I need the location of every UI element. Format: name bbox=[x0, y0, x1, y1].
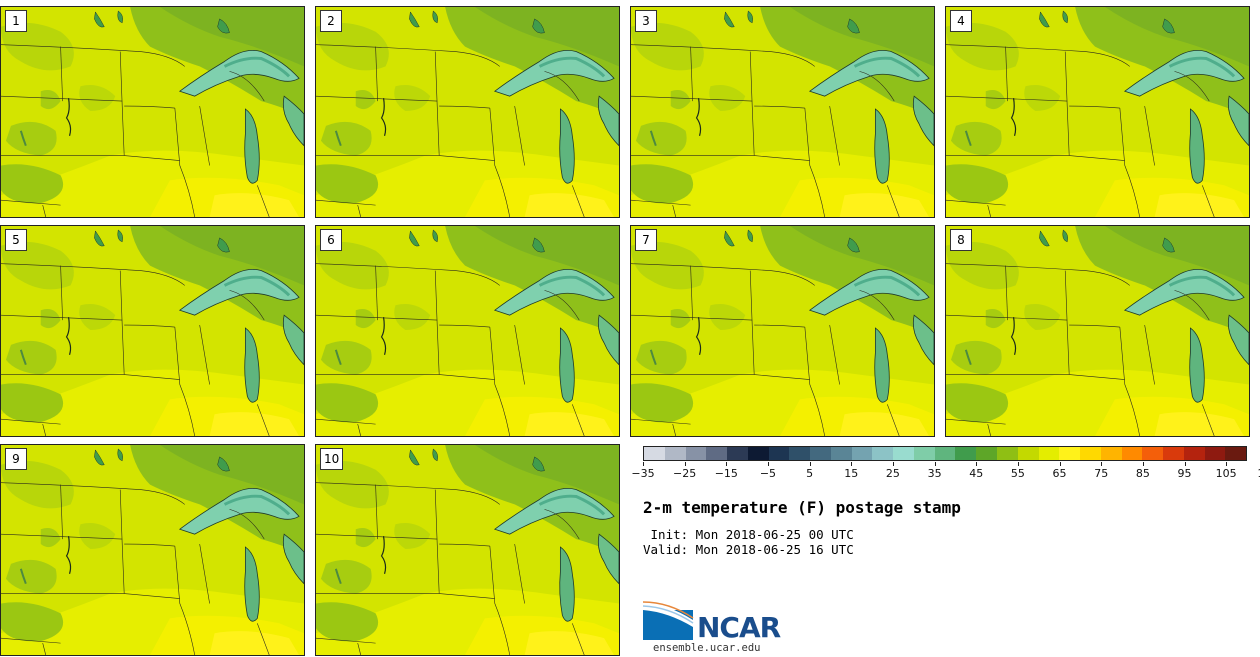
colorbar-tick-label: 55 bbox=[1010, 467, 1025, 480]
colorbar-swatch bbox=[747, 447, 769, 460]
colorbar-tick-labels: −35 −25 −15 −5 5 15 25 35 45 55 65 75 85 95 105 115 bbox=[631, 462, 1260, 486]
map-panel-7: 7 bbox=[630, 225, 935, 437]
colorbar-swatch bbox=[664, 447, 686, 460]
temperature-map bbox=[946, 226, 1249, 436]
website-url: ensemble.ucar.edu bbox=[653, 642, 761, 654]
temperature-map bbox=[946, 7, 1249, 217]
colorbar-swatch bbox=[727, 447, 748, 460]
colorbar-tick-label: −15 bbox=[714, 467, 738, 480]
colorbar-tick bbox=[643, 462, 644, 466]
colorbar-tick-label: 25 bbox=[885, 467, 900, 480]
colorbar-swatch bbox=[1142, 447, 1164, 460]
colorbar-swatch bbox=[644, 447, 665, 460]
map-panel-5: 5 bbox=[0, 225, 305, 437]
map-panel-2: 2 bbox=[315, 6, 620, 218]
colorbar-swatch bbox=[1183, 447, 1205, 460]
colorbar-swatch bbox=[810, 447, 831, 460]
colorbar-tick bbox=[684, 462, 686, 466]
colorbar-tick-label: −25 bbox=[673, 467, 697, 480]
colorbar-swatch bbox=[1163, 447, 1184, 460]
colorbar-swatch bbox=[955, 447, 977, 460]
colorbar-swatch bbox=[1204, 447, 1226, 460]
panel-number-label: 2 bbox=[320, 10, 342, 32]
colorbar-tick-label: −35 bbox=[631, 467, 655, 480]
temperature-map bbox=[316, 7, 619, 217]
colorbar-swatch bbox=[1038, 447, 1060, 460]
map-panel-4: 4 bbox=[945, 6, 1250, 218]
colorbar-swatch bbox=[1225, 447, 1247, 460]
temperature-map bbox=[631, 7, 934, 217]
colorbar-tick-label: 75 bbox=[1094, 467, 1109, 480]
colorbar-tick bbox=[851, 462, 853, 466]
map-panel-3: 3 bbox=[630, 6, 935, 218]
panel-number-label: 9 bbox=[5, 448, 27, 470]
colorbar-tick bbox=[892, 462, 894, 466]
colorbar-swatch bbox=[1080, 447, 1101, 460]
colorbar-swatch bbox=[685, 447, 707, 460]
colorbar-tick bbox=[1017, 462, 1019, 466]
colorbar-tick bbox=[1184, 462, 1186, 466]
colorbar-swatch bbox=[789, 447, 811, 460]
colorbar-swatch bbox=[830, 447, 852, 460]
temperature-map bbox=[316, 226, 619, 436]
init-time: Init: Mon 2018-06-25 00 UTC bbox=[643, 527, 854, 542]
panel-number-label: 3 bbox=[635, 10, 657, 32]
colorbar-tick bbox=[934, 462, 936, 466]
colorbar-swatch bbox=[997, 447, 1018, 460]
panel-number-label: 4 bbox=[950, 10, 972, 32]
map-panel-1: 1 bbox=[0, 6, 305, 218]
temperature-map bbox=[1, 445, 304, 655]
ncar-logo-icon bbox=[643, 601, 694, 640]
colorbar-tick bbox=[767, 462, 769, 466]
temperature-map bbox=[1, 226, 304, 436]
colorbar-tick bbox=[1101, 462, 1103, 466]
colorbar-tick-label: 105 bbox=[1215, 467, 1237, 480]
colorbar-tick bbox=[1142, 462, 1144, 466]
colorbar-tick-label: 5 bbox=[806, 467, 814, 480]
colorbar-tick-label: 35 bbox=[927, 467, 942, 480]
colorbar-swatch bbox=[1100, 447, 1122, 460]
colorbar-tick bbox=[1059, 462, 1061, 466]
ncar-logo-text: NCAR bbox=[697, 611, 781, 644]
temperature-map bbox=[1, 7, 304, 217]
colorbar-tick-label: 85 bbox=[1135, 467, 1150, 480]
colorbar-tick-label: 95 bbox=[1177, 467, 1192, 480]
colorbar-tick-label: −5 bbox=[759, 467, 777, 480]
colorbar-tick bbox=[1226, 462, 1228, 466]
panel-number-label: 8 bbox=[950, 229, 972, 251]
colorbar-tick-label: 115 bbox=[1257, 467, 1260, 480]
colorbar-tick bbox=[976, 462, 978, 466]
colorbar-tick bbox=[809, 462, 811, 466]
colorbar-swatch bbox=[893, 447, 914, 460]
colorbar-swatch bbox=[851, 447, 873, 460]
map-panel-6: 6 bbox=[315, 225, 620, 437]
colorbar-swatch bbox=[706, 447, 728, 460]
plot-title: 2-m temperature (F) postage stamp bbox=[643, 498, 961, 517]
colorbar-swatch bbox=[934, 447, 956, 460]
panel-number-label: 6 bbox=[320, 229, 342, 251]
temperature-colorbar bbox=[643, 446, 1247, 461]
temperature-map bbox=[631, 226, 934, 436]
map-panel-10: 10 bbox=[315, 444, 620, 656]
colorbar-swatch bbox=[1017, 447, 1039, 460]
colorbar-tick bbox=[726, 462, 728, 466]
colorbar-swatch bbox=[872, 447, 894, 460]
panel-number-label: 10 bbox=[320, 448, 344, 470]
colorbar-swatch bbox=[976, 447, 998, 460]
temperature-map bbox=[316, 445, 619, 655]
panel-number-label: 7 bbox=[635, 229, 657, 251]
map-panel-8: 8 bbox=[945, 225, 1250, 437]
map-panel-9: 9 bbox=[0, 444, 305, 656]
colorbar-tick-label: 15 bbox=[844, 467, 859, 480]
panel-number-label: 5 bbox=[5, 229, 27, 251]
colorbar-tick-label: 45 bbox=[969, 467, 984, 480]
valid-time: Valid: Mon 2018-06-25 16 UTC bbox=[643, 542, 854, 557]
colorbar-swatch bbox=[768, 447, 790, 460]
colorbar-swatch bbox=[1059, 447, 1081, 460]
colorbar-swatch bbox=[1121, 447, 1143, 460]
panel-number-label: 1 bbox=[5, 10, 27, 32]
colorbar-tick-label: 65 bbox=[1052, 467, 1067, 480]
colorbar-swatch bbox=[913, 447, 935, 460]
